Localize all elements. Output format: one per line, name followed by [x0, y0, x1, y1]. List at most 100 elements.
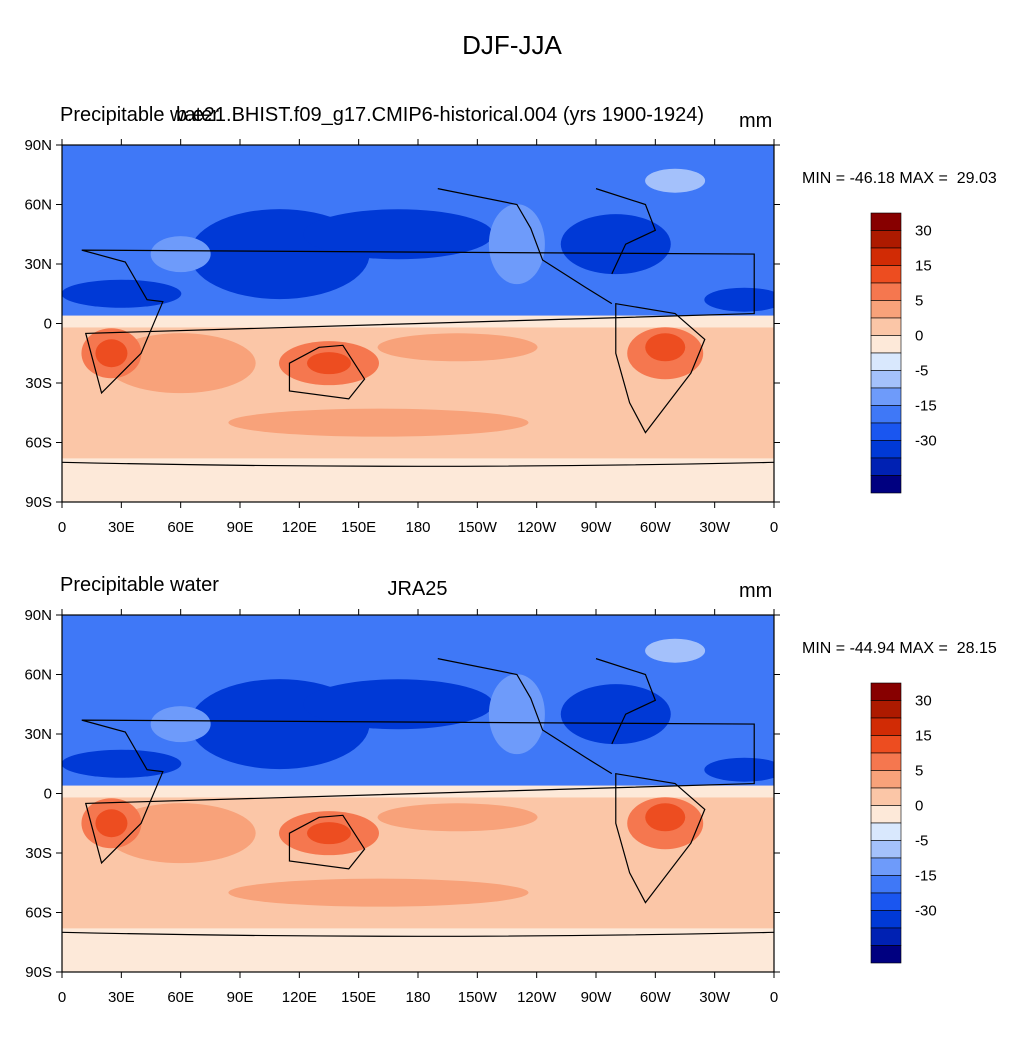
epac-blob: [488, 204, 545, 285]
lon-label: 120W: [517, 519, 557, 536]
colorbar-swatch: [870, 910, 902, 929]
coastline: [81, 249, 755, 395]
coastline: [81, 719, 755, 865]
colorbar-label: 0: [915, 328, 923, 345]
colorbar-swatch: [870, 840, 902, 859]
min-max-readout: MIN = -46.18 MAX = 29.03: [802, 170, 997, 187]
antarctica-band: [62, 928, 774, 972]
lon-label: 30W: [699, 989, 731, 1006]
mideast-blob: [150, 236, 211, 273]
atl-itcz-blob: [704, 757, 774, 782]
colorbar-label: -30: [915, 433, 937, 450]
colorbar-label: -15: [915, 398, 937, 415]
lon-label: 60W: [640, 519, 672, 536]
lat-label: 60N: [24, 667, 52, 684]
colorbar-label: -30: [915, 903, 937, 920]
lat-label: 30S: [25, 845, 52, 862]
sahel-blob: [62, 749, 182, 778]
spcz-blob: [377, 803, 538, 832]
samerica-core: [645, 333, 686, 362]
lon-label: 60E: [167, 989, 194, 1006]
coastline: [288, 814, 366, 870]
lon-label: 60W: [640, 989, 672, 1006]
panel-units-label: mm: [739, 580, 773, 602]
colorbar-swatch: [870, 700, 902, 719]
lon-label: 120E: [282, 519, 317, 536]
colorbar-swatch: [870, 370, 902, 389]
lon-label: 150E: [341, 519, 376, 536]
contour-field: [62, 145, 774, 502]
coastline: [288, 344, 366, 400]
lon-label: 120W: [517, 989, 557, 1006]
lat-label: 0: [44, 316, 52, 333]
lat-label: 60S: [25, 435, 52, 452]
antarctica-band: [62, 458, 774, 502]
greenland-blob: [645, 638, 706, 663]
equator-strip: [62, 785, 774, 798]
equator-strip: [62, 315, 774, 328]
lat-label: 60N: [24, 197, 52, 214]
mideast-blob: [150, 706, 211, 743]
lon-label: 180: [405, 519, 430, 536]
lon-label: 90E: [227, 519, 254, 536]
colorbar-swatch: [870, 317, 902, 336]
colorbar: 30 15 5 0 -5 -15 -30: [870, 682, 937, 964]
samerica-core: [645, 803, 686, 832]
map-svg: 90N 60N 30N 0 30S 60S 90S 0 30E 60E 90E 120E 150E 180…: [24, 607, 937, 1006]
lat-label: 90N: [24, 607, 52, 624]
colorbar-label: 5: [915, 763, 923, 780]
colorbar-swatch: [870, 212, 902, 231]
souther-ocean-band: [228, 878, 529, 907]
colorbar-swatch: [870, 857, 902, 876]
colorbar-swatch: [870, 735, 902, 754]
spcz-blob: [377, 333, 538, 362]
colorbar: 30 15 5 0 -5 -15 -30: [870, 212, 937, 494]
colorbar-label: 30: [915, 223, 932, 240]
map-svg: 90N 60N 30N 0 30S 60S 90S 0 30E 60E 90E 120E 150E 180…: [24, 137, 937, 536]
coastline: [615, 302, 706, 434]
lat-label: 90S: [25, 964, 52, 981]
colorbar-swatch: [870, 822, 902, 841]
lon-label: 30E: [108, 519, 135, 536]
lon-label: 180: [405, 989, 430, 1006]
colorbar-swatch: [870, 945, 902, 964]
colorbar-label: 0: [915, 798, 923, 815]
colorbar-swatch: [870, 405, 902, 424]
colorbar-swatch: [870, 300, 902, 319]
panel-left-label: Precipitable water: [60, 104, 219, 126]
colorbar-swatch: [870, 265, 902, 284]
lat-label: 30N: [24, 726, 52, 743]
lon-label: 120E: [282, 989, 317, 1006]
npac-blob: [303, 209, 494, 260]
colorbar-label: 15: [915, 258, 932, 275]
lon-label: 0: [58, 519, 66, 536]
antarctic-coast: [62, 461, 774, 467]
sahel-blob: [62, 279, 182, 308]
lon-label: 30W: [699, 519, 731, 536]
colorbar-label: 15: [915, 728, 932, 745]
colorbar-swatch: [870, 475, 902, 494]
lon-label: 150E: [341, 989, 376, 1006]
panel-center-label: JRA25: [387, 578, 448, 600]
npac-blob: [303, 679, 494, 730]
colorbar-swatch: [870, 927, 902, 946]
lon-label: 0: [770, 519, 778, 536]
lon-label: 150W: [458, 519, 498, 536]
colorbar-label: 30: [915, 693, 932, 710]
lon-label: 150W: [458, 989, 498, 1006]
min-max-readout: MIN = -44.94 MAX = 28.15: [802, 640, 997, 657]
colorbar-label: -5: [915, 833, 928, 850]
colorbar-swatch: [870, 335, 902, 354]
panel-left-label: Precipitable water: [60, 574, 219, 596]
colorbar-swatch: [870, 440, 902, 459]
colorbar-label: -15: [915, 868, 937, 885]
lon-label: 90W: [581, 989, 613, 1006]
colorbar-swatch: [870, 875, 902, 894]
lat-label: 60S: [25, 905, 52, 922]
lat-label: 90N: [24, 137, 52, 154]
namerica-blob: [560, 684, 671, 745]
australia-core: [307, 352, 351, 375]
colorbar-swatch: [870, 387, 902, 406]
colorbar-label: -5: [915, 363, 928, 380]
colorbar-swatch: [870, 457, 902, 476]
